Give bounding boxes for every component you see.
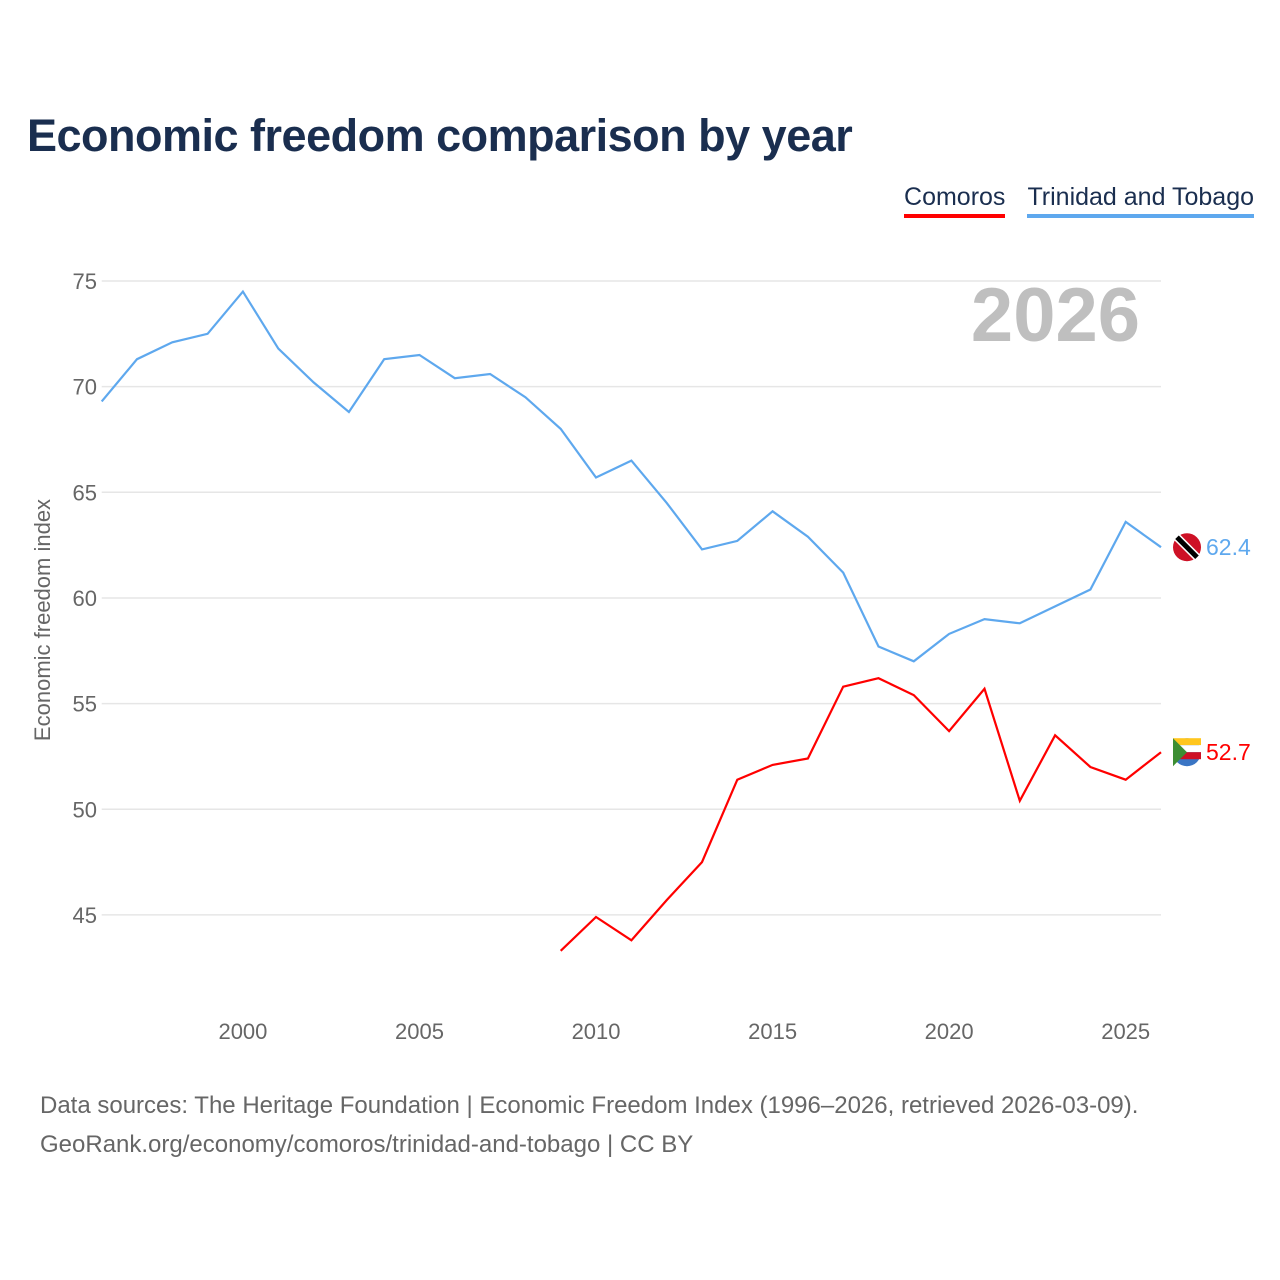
data-point bbox=[1123, 519, 1129, 525]
flag-icon bbox=[1173, 738, 1201, 767]
data-point bbox=[1087, 586, 1093, 592]
data-point bbox=[981, 686, 987, 692]
data-point bbox=[699, 859, 705, 865]
data-point bbox=[734, 538, 740, 544]
data-point bbox=[522, 394, 528, 400]
data-point bbox=[1123, 777, 1129, 783]
data-point bbox=[840, 570, 846, 576]
data-point bbox=[205, 331, 211, 337]
data-point bbox=[99, 398, 105, 404]
legend: Comoros Trinidad and Tobago bbox=[904, 183, 1254, 218]
data-source-text: Data sources: The Heritage Foundation | … bbox=[40, 1092, 1139, 1119]
data-point bbox=[346, 409, 352, 415]
data-point bbox=[240, 289, 246, 295]
data-point bbox=[770, 508, 776, 514]
legend-item-trinidad-and-tobago[interactable]: Trinidad and Tobago bbox=[1027, 183, 1254, 218]
series-line-comoros bbox=[559, 677, 1162, 952]
data-point bbox=[911, 658, 917, 664]
y-axis-label: Economic freedom index bbox=[30, 499, 55, 741]
y-tick-label: 45 bbox=[73, 903, 97, 928]
chart-title: Economic freedom comparison by year bbox=[27, 110, 853, 161]
y-tick-label: 65 bbox=[73, 480, 97, 505]
end-value-label: 62.4 bbox=[1206, 534, 1251, 560]
data-point bbox=[734, 777, 740, 783]
y-tick-label: 70 bbox=[73, 375, 97, 400]
data-point bbox=[1087, 764, 1093, 770]
data-point bbox=[946, 728, 952, 734]
year-watermark: 2026 bbox=[971, 273, 1140, 358]
data-point bbox=[558, 948, 564, 954]
data-point bbox=[1017, 620, 1023, 626]
data-point bbox=[664, 897, 670, 903]
data-point bbox=[593, 475, 599, 481]
data-point bbox=[981, 616, 987, 622]
data-point bbox=[1158, 749, 1164, 755]
data-point bbox=[593, 914, 599, 920]
x-tick-label: 2020 bbox=[925, 1019, 974, 1044]
y-tick-label: 60 bbox=[73, 586, 97, 611]
data-point bbox=[805, 756, 811, 762]
y-tick-label: 50 bbox=[73, 797, 97, 822]
x-tick-label: 2000 bbox=[218, 1019, 267, 1044]
data-point bbox=[805, 534, 811, 540]
x-tick-label: 2005 bbox=[395, 1019, 444, 1044]
end-value-label: 52.7 bbox=[1206, 739, 1251, 765]
flag-icon bbox=[1173, 533, 1201, 562]
data-point bbox=[628, 937, 634, 943]
data-point bbox=[946, 631, 952, 637]
x-tick-label: 2010 bbox=[572, 1019, 621, 1044]
x-tick-label: 2015 bbox=[748, 1019, 797, 1044]
data-point bbox=[1052, 603, 1058, 609]
footer: Data sources: The Heritage Foundation | … bbox=[40, 1086, 1138, 1164]
data-point bbox=[452, 375, 458, 381]
series-line-trinidad-and-tobago bbox=[100, 289, 1162, 663]
data-point bbox=[876, 644, 882, 650]
data-point bbox=[699, 546, 705, 552]
data-point bbox=[134, 356, 140, 362]
data-point bbox=[911, 692, 917, 698]
x-tick-label: 2025 bbox=[1101, 1019, 1150, 1044]
data-point bbox=[770, 762, 776, 768]
data-point bbox=[1017, 798, 1023, 804]
data-point bbox=[416, 352, 422, 358]
data-point bbox=[381, 356, 387, 362]
attribution-text: GeoRank.org/economy/comoros/trinidad-and… bbox=[40, 1131, 694, 1158]
data-point bbox=[558, 426, 564, 432]
data-point bbox=[876, 675, 882, 681]
data-point bbox=[487, 371, 493, 377]
data-point bbox=[311, 379, 317, 385]
legend-item-comoros[interactable]: Comoros bbox=[904, 183, 1006, 218]
y-tick-label: 75 bbox=[73, 269, 97, 294]
data-point bbox=[275, 346, 281, 352]
data-point bbox=[628, 458, 634, 464]
data-point bbox=[1158, 544, 1164, 550]
data-point bbox=[664, 500, 670, 506]
data-point bbox=[169, 339, 175, 345]
data-point bbox=[1052, 732, 1058, 738]
y-tick-label: 55 bbox=[73, 692, 97, 717]
data-point bbox=[840, 684, 846, 690]
